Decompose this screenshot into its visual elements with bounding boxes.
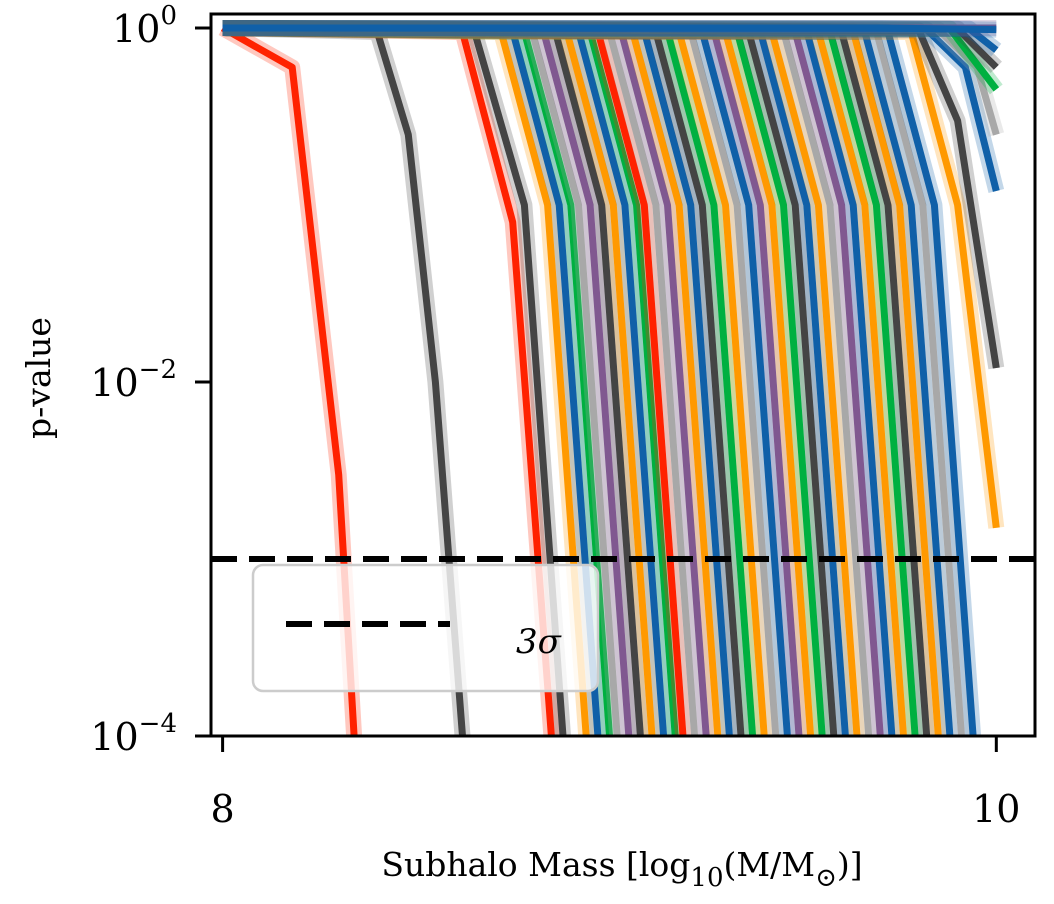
y-tick-label-1: 10−2 [90, 355, 177, 405]
legend: 3σ [251, 563, 600, 693]
x-axis-label: Subhalo Mass [log10(M/M⊙)] [381, 845, 862, 893]
y-tick-label-0: 100 [112, 1, 177, 51]
y-tick-label-2: 10−4 [90, 709, 177, 759]
legend-box [251, 563, 600, 693]
x-tick-label-0: 8 [211, 787, 235, 831]
y-axis-ticks: 100 10−2 10−4 [90, 1, 211, 759]
x-axis-ticks: 8 10 [211, 736, 1020, 831]
x-tick-label-1: 10 [972, 787, 1020, 831]
series-line-47 [222, 24, 997, 34]
plot-frame [209, 12, 1037, 738]
series-layer [218, 20, 1005, 736]
y-axis-label: p-value [19, 317, 58, 439]
legend-label-3sigma: 3σ [516, 622, 562, 662]
